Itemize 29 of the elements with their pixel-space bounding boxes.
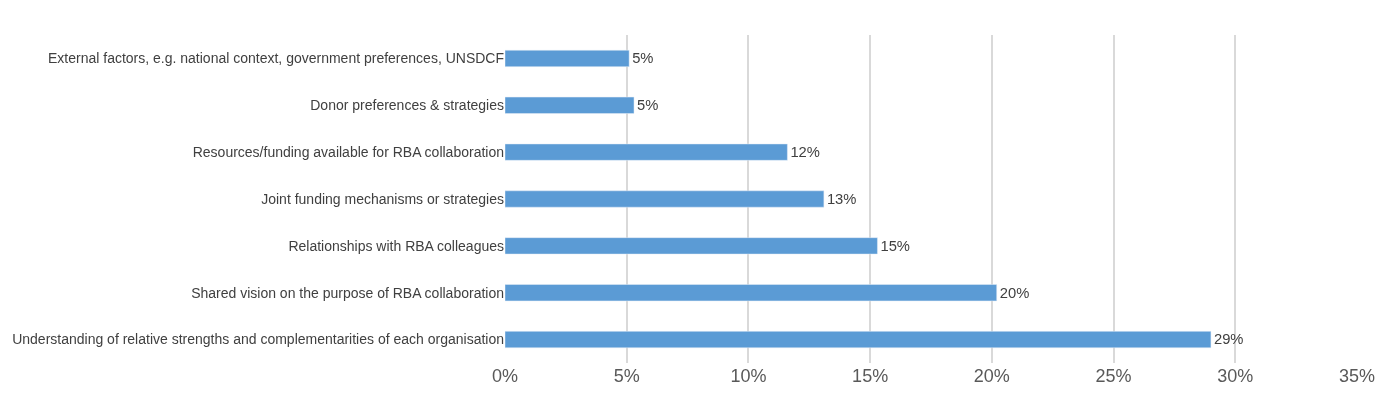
x-tick-label: 0% <box>491 366 519 386</box>
x-tick-label: 30% <box>1217 366 1254 386</box>
y-tick-label: Donor preferences & strategies <box>310 97 504 114</box>
x-tick-label: 35% <box>1338 366 1376 386</box>
data-label: 5% <box>637 97 659 114</box>
x-tick-label: 25% <box>1095 366 1132 386</box>
y-tick-label: Shared vision on the purpose of RBA collaboration <box>191 284 504 301</box>
data-label: 5% <box>632 50 654 67</box>
y-tick-label: External factors, e.g. national context, government preferences, UNSDCF <box>48 50 504 67</box>
y-tick-label: Relationships with RBA colleagues <box>288 237 504 254</box>
x-tick-label: 15% <box>852 366 889 386</box>
data-label: 15% <box>880 237 910 254</box>
bar <box>505 143 788 161</box>
bar <box>505 331 1212 349</box>
x-tick-label: 10% <box>730 366 767 386</box>
x-tick-label: 5% <box>613 366 640 386</box>
bar <box>505 190 825 208</box>
data-label: 29% <box>1213 331 1244 348</box>
bar <box>505 49 630 67</box>
x-tick-label: 20% <box>973 366 1010 386</box>
y-tick-label: Joint funding mechanisms or strategies <box>261 190 504 207</box>
y-tick-label: Understanding of relative strengths and complementarities of each organisation <box>12 331 504 348</box>
bar <box>505 284 997 302</box>
bar <box>505 237 878 255</box>
y-tick-label: Resources/funding available for RBA collaboration <box>192 144 504 161</box>
bar <box>505 96 635 114</box>
data-label: 13% <box>826 190 857 207</box>
data-label: 12% <box>790 144 820 161</box>
data-label: 20% <box>999 284 1030 301</box>
